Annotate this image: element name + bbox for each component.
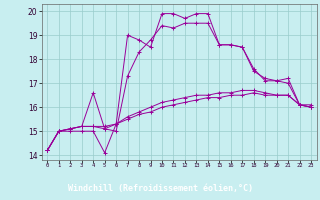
Text: Windchill (Refroidissement éolien,°C): Windchill (Refroidissement éolien,°C): [68, 184, 252, 193]
